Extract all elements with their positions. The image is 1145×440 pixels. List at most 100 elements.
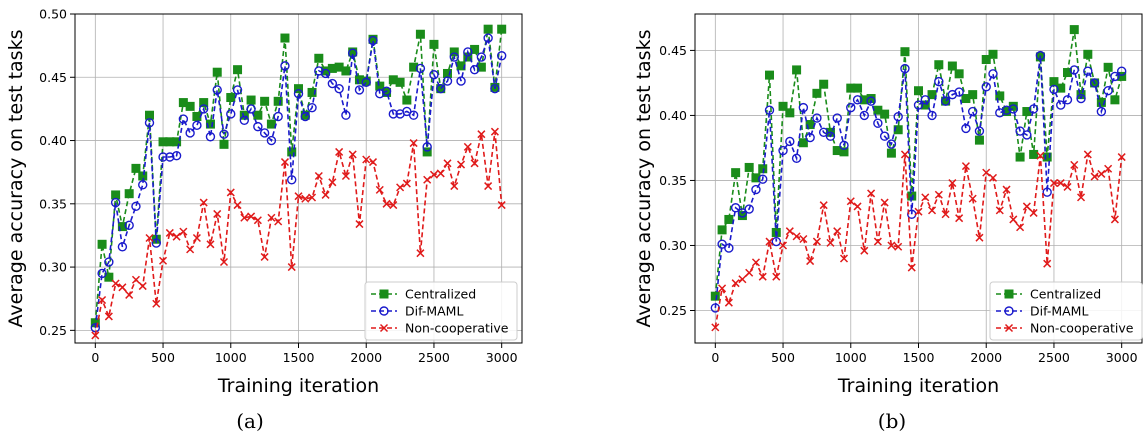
data-point bbox=[1083, 66, 1093, 76]
data-point bbox=[104, 257, 114, 267]
data-point bbox=[758, 174, 768, 184]
data-point bbox=[158, 152, 168, 162]
data-point bbox=[178, 114, 189, 124]
data-point bbox=[409, 62, 419, 72]
data-point-stroke bbox=[368, 158, 378, 167]
data-point bbox=[981, 82, 991, 92]
x-tick-label: 3000 bbox=[1106, 350, 1138, 365]
data-point bbox=[982, 168, 991, 177]
data-point bbox=[758, 272, 767, 281]
data-point bbox=[111, 279, 120, 288]
data-point bbox=[914, 207, 923, 216]
data-point bbox=[98, 295, 107, 305]
data-point bbox=[785, 227, 794, 236]
data-point bbox=[724, 243, 734, 253]
data-point bbox=[483, 33, 493, 43]
data-point bbox=[806, 257, 815, 266]
data-point bbox=[450, 182, 459, 191]
data-point bbox=[240, 213, 249, 222]
data-point-stroke bbox=[267, 213, 276, 222]
data-point bbox=[1015, 152, 1025, 162]
data-point bbox=[104, 312, 113, 321]
x-tick-label: 3000 bbox=[486, 350, 518, 365]
data-point bbox=[900, 63, 910, 74]
data-point-stroke bbox=[819, 201, 828, 210]
data-point bbox=[253, 121, 263, 132]
data-point bbox=[1063, 182, 1072, 191]
data-point bbox=[1049, 179, 1058, 188]
data-point bbox=[1097, 169, 1106, 178]
data-point bbox=[1008, 101, 1018, 111]
legend-box bbox=[989, 281, 1143, 341]
legend-item-non-cooperative: Non-cooperative bbox=[371, 321, 509, 336]
data-point bbox=[267, 213, 276, 222]
data-point-stroke bbox=[91, 331, 100, 340]
data-point bbox=[490, 83, 500, 94]
data-point-stroke bbox=[213, 209, 222, 218]
data-point bbox=[362, 155, 371, 164]
data-point bbox=[1001, 105, 1012, 115]
data-point-stroke bbox=[745, 268, 754, 277]
data-point bbox=[396, 183, 405, 192]
y-tick-label: 0.40 bbox=[659, 108, 687, 123]
data-point-stroke bbox=[1104, 164, 1113, 173]
data-point bbox=[1117, 71, 1127, 81]
data-point bbox=[219, 129, 229, 139]
data-point bbox=[354, 85, 365, 95]
data-point-stroke bbox=[199, 198, 208, 207]
data-point bbox=[111, 190, 121, 200]
data-point bbox=[463, 47, 473, 57]
data-point bbox=[961, 123, 971, 134]
data-point-stroke bbox=[1049, 179, 1058, 188]
data-point bbox=[138, 180, 148, 190]
data-point-stroke bbox=[179, 227, 188, 236]
data-point-stroke bbox=[416, 249, 425, 258]
data-point bbox=[711, 323, 720, 332]
data-point bbox=[799, 234, 808, 243]
data-point-stroke bbox=[779, 241, 788, 250]
data-point bbox=[731, 168, 741, 178]
data-point bbox=[1043, 259, 1052, 268]
legend-marker bbox=[1004, 323, 1014, 333]
data-point bbox=[375, 185, 384, 194]
data-point bbox=[1116, 66, 1127, 76]
data-point bbox=[246, 104, 256, 114]
y-tick-label: 0.50 bbox=[39, 7, 67, 22]
data-point-stroke bbox=[240, 213, 249, 222]
data-point bbox=[381, 86, 392, 96]
data-point bbox=[219, 139, 229, 149]
data-point bbox=[771, 236, 781, 247]
data-point bbox=[192, 120, 202, 131]
data-point-stroke bbox=[341, 171, 350, 180]
data-point-stroke bbox=[131, 275, 140, 284]
data-point bbox=[287, 147, 297, 157]
data-point bbox=[469, 64, 480, 75]
data-point bbox=[914, 86, 923, 96]
y-tick-label: 0.25 bbox=[659, 303, 687, 318]
data-point bbox=[110, 197, 121, 208]
data-point bbox=[907, 263, 916, 272]
data-point-stroke bbox=[111, 279, 120, 288]
data-point-stroke bbox=[1097, 169, 1106, 178]
data-point-stroke bbox=[1090, 172, 1099, 181]
data-point-stroke bbox=[1009, 215, 1018, 224]
data-point bbox=[293, 89, 304, 99]
data-point bbox=[1029, 149, 1039, 159]
legend-marker bbox=[379, 289, 389, 299]
data-point-stroke bbox=[853, 202, 862, 211]
data-point bbox=[1103, 62, 1113, 72]
data-point bbox=[253, 110, 263, 120]
x-tick-label: 1500 bbox=[283, 350, 315, 365]
data-point bbox=[144, 118, 155, 128]
data-point bbox=[442, 76, 453, 86]
data-point bbox=[328, 178, 337, 187]
legend: Centralized Dif-MAML Non-cooperative bbox=[989, 281, 1143, 341]
data-point bbox=[974, 135, 984, 145]
data-point bbox=[327, 78, 338, 89]
data-point bbox=[117, 242, 128, 252]
data-point bbox=[941, 210, 950, 219]
data-point bbox=[138, 282, 147, 291]
data-point bbox=[1096, 97, 1106, 107]
data-point bbox=[124, 189, 134, 199]
data-point-stroke bbox=[247, 212, 256, 221]
